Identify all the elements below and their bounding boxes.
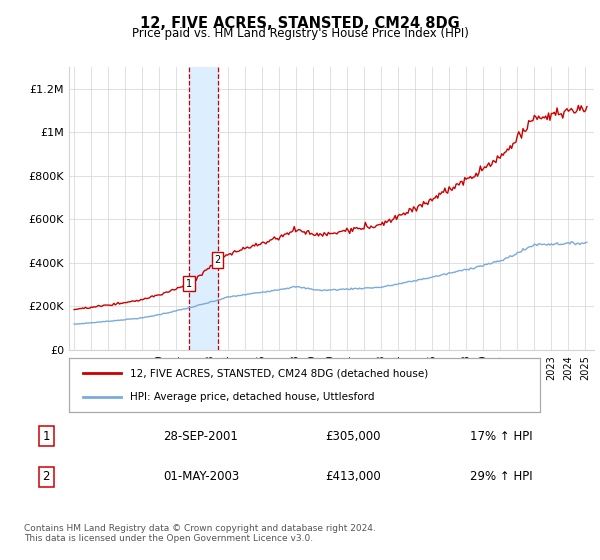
Text: 1: 1: [186, 279, 192, 288]
Text: 28-SEP-2001: 28-SEP-2001: [163, 430, 238, 442]
Text: £413,000: £413,000: [325, 470, 381, 483]
Text: 2: 2: [215, 255, 221, 265]
Text: £305,000: £305,000: [325, 430, 381, 442]
Text: Price paid vs. HM Land Registry's House Price Index (HPI): Price paid vs. HM Land Registry's House …: [131, 27, 469, 40]
Text: 12, FIVE ACRES, STANSTED, CM24 8DG: 12, FIVE ACRES, STANSTED, CM24 8DG: [140, 16, 460, 31]
Bar: [189, 67, 218, 350]
Text: 01-MAY-2003: 01-MAY-2003: [163, 470, 240, 483]
Text: 12, FIVE ACRES, STANSTED, CM24 8DG (detached house): 12, FIVE ACRES, STANSTED, CM24 8DG (deta…: [130, 368, 428, 379]
Text: HPI: Average price, detached house, Uttlesford: HPI: Average price, detached house, Uttl…: [130, 391, 375, 402]
Text: 29% ↑ HPI: 29% ↑ HPI: [470, 470, 533, 483]
Text: 1: 1: [43, 430, 50, 442]
Text: Contains HM Land Registry data © Crown copyright and database right 2024.
This d: Contains HM Land Registry data © Crown c…: [24, 524, 376, 543]
Text: 2: 2: [43, 470, 50, 483]
Text: 17% ↑ HPI: 17% ↑ HPI: [470, 430, 533, 442]
